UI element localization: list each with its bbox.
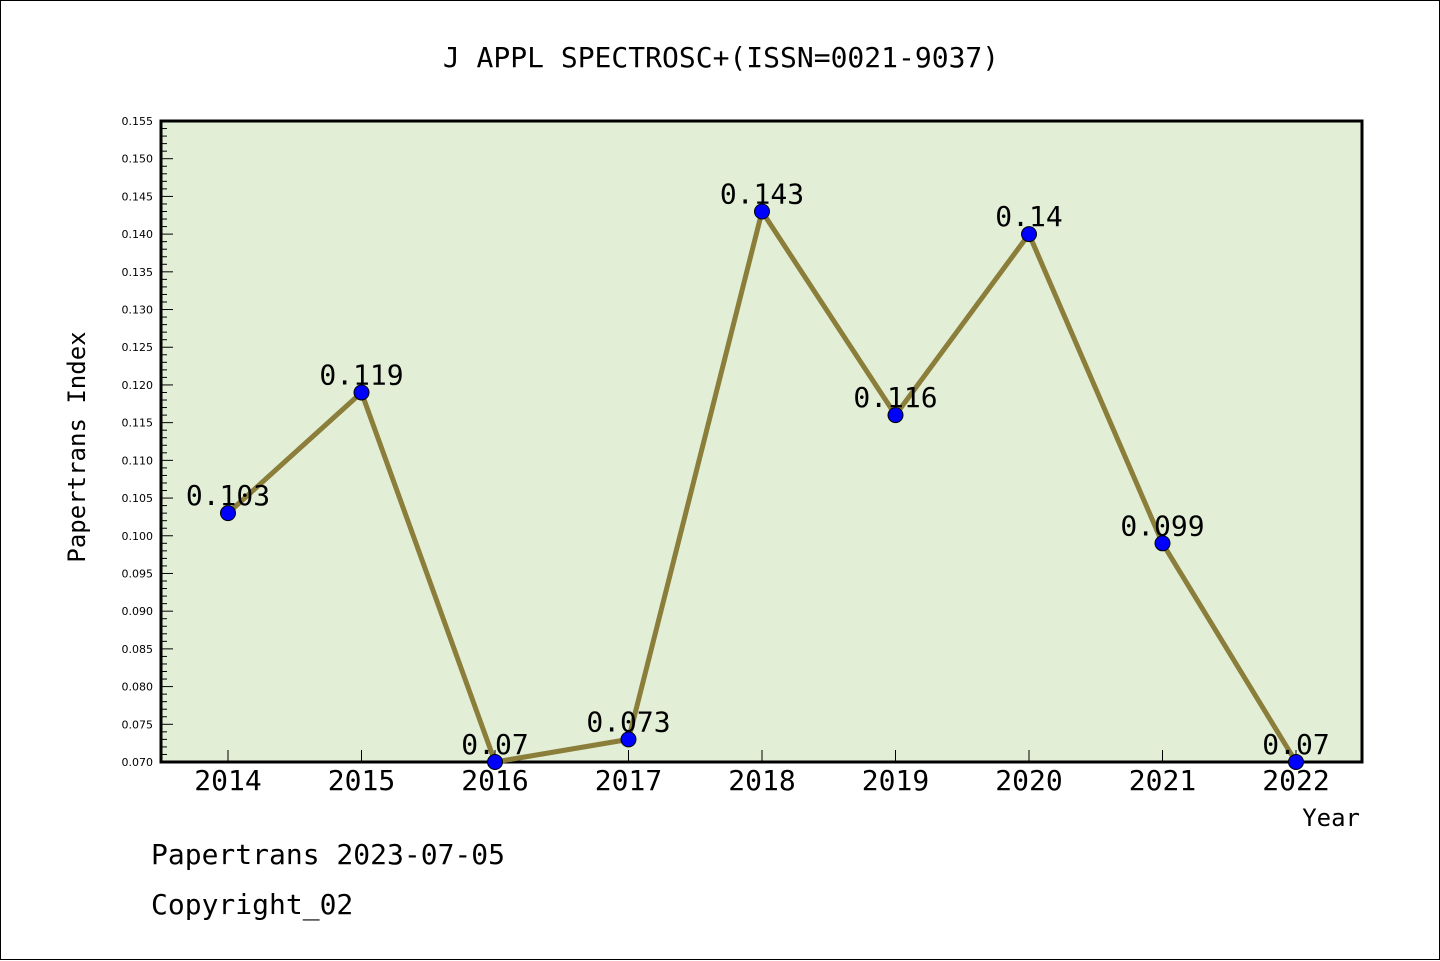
data-point [620, 731, 637, 748]
x-tick-label: 2019 [862, 764, 929, 797]
x-axis-label: Year [1302, 804, 1360, 832]
data-point [353, 384, 370, 401]
data-point [220, 505, 236, 522]
x-tick-label: 2018 [728, 764, 795, 797]
y-tick-label: 0.135 [122, 266, 154, 279]
data-point [1288, 754, 1304, 770]
y-tick-label: 0.115 [122, 417, 154, 430]
chart-title: J APPL SPECTROSC+(ISSN=0021-9037) [443, 41, 999, 74]
y-axis: 0.070 0.075 0.080 0.085 0.090 0.095 0.100 0.105… [122, 115, 173, 769]
y-tick-label: 0.120 [122, 379, 154, 392]
data-label: 0.07 [461, 728, 528, 761]
y-tick-label: 0.145 [122, 190, 154, 203]
y-tick-label: 0.080 [122, 681, 154, 694]
y-tick-label: 0.130 [122, 304, 154, 317]
y-tick-label: 0.150 [122, 153, 154, 166]
data-label: 0.116 [853, 381, 937, 414]
plot-area [159, 119, 1364, 764]
data-label: 0.103 [186, 479, 270, 512]
y-tick-label: 0.125 [122, 341, 154, 354]
x-tick-label: 2017 [595, 764, 662, 797]
y-tick-label: 0.105 [122, 492, 154, 505]
data-point [1021, 226, 1037, 243]
data-label: 0.073 [586, 705, 670, 738]
y-tick-label: 0.085 [122, 643, 154, 656]
y-tick-label: 0.155 [122, 115, 154, 128]
footer-copyright: Copyright_02 [151, 888, 353, 922]
y-tick-label: 0.095 [122, 567, 154, 580]
y-tick-label: 0.090 [122, 605, 154, 618]
footer-date: Papertrans 2023-07-05 [151, 838, 505, 871]
data-label: 0.14 [995, 200, 1062, 233]
data-point [1154, 535, 1171, 552]
data-point [754, 203, 770, 220]
x-tick-label: 2020 [995, 764, 1062, 797]
x-axis: 2014 2015 2016 2017 2018 2019 2020 2021 2022 [194, 750, 1330, 797]
y-tick-label: 0.140 [122, 228, 154, 241]
data-labels: 0.103 0.119 0.07 0.073 0.143 0.116 0.14 0.099 0.… [186, 177, 1330, 761]
data-label: 0.119 [319, 358, 403, 391]
data-label: 0.07 [1262, 728, 1329, 761]
markers [220, 203, 1304, 770]
y-axis-label: Papertrans Index [63, 331, 91, 562]
y-tick-label: 0.075 [122, 718, 154, 731]
x-tick-label: 2015 [328, 764, 395, 797]
y-tick-label: 0.070 [122, 756, 154, 769]
y-tick-label: 0.100 [122, 530, 154, 543]
x-tick-label: 2021 [1129, 764, 1196, 797]
data-point [887, 407, 904, 424]
data-point [487, 754, 503, 770]
x-tick-label: 2014 [194, 764, 261, 797]
y-tick-label: 0.110 [122, 454, 154, 467]
data-label: 0.099 [1120, 509, 1204, 542]
data-label: 0.143 [720, 177, 804, 210]
